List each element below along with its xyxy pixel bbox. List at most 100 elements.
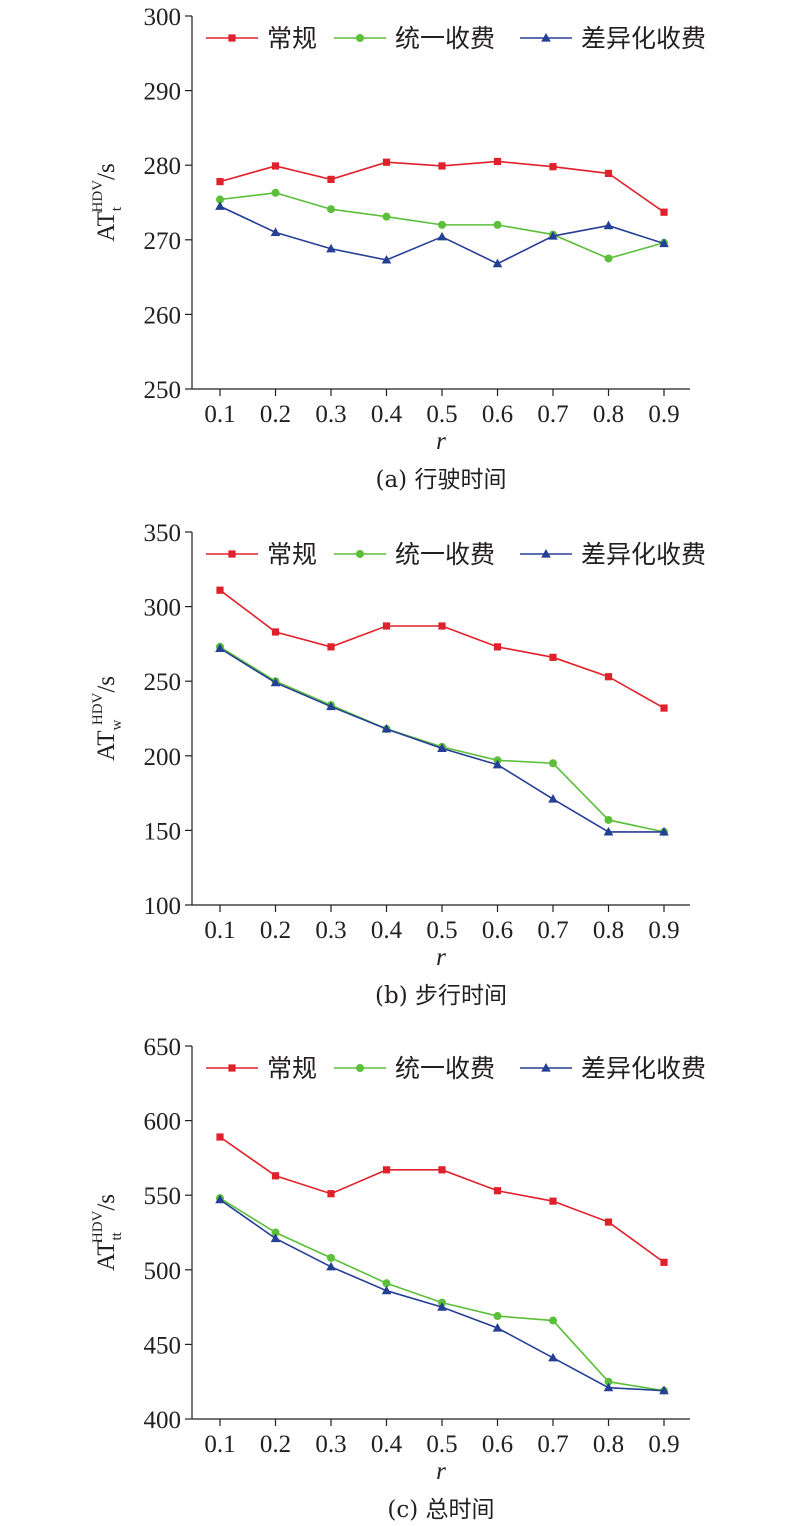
data-point	[382, 1166, 391, 1174]
data-point	[660, 208, 668, 216]
data-point	[493, 157, 502, 166]
y-axis-label-sup: HDV	[90, 180, 106, 213]
y-tick-label: 500	[144, 1258, 182, 1285]
y-tick-label: 300	[144, 595, 182, 622]
data-point	[660, 1258, 668, 1266]
data-point	[381, 1285, 392, 1295]
legend-label: 常规	[267, 540, 317, 569]
y-tick-label: 400	[144, 1407, 182, 1434]
y-tick-label: 300	[144, 4, 182, 31]
legend-item-2: 统一收费	[334, 24, 495, 53]
x-tick-label: 0.8	[593, 917, 624, 944]
data-point	[437, 1302, 447, 1311]
series-2	[216, 1194, 668, 1395]
y-tick-label: 450	[144, 1332, 182, 1359]
series-3	[215, 1194, 669, 1395]
y-axis-label-sup: HDV	[90, 692, 106, 725]
y-tick-label: 650	[144, 1034, 182, 1061]
x-tick-label: 0.1	[204, 917, 235, 944]
x-tick-label: 0.3	[315, 917, 346, 944]
x-tick-label: 0.2	[260, 401, 291, 428]
series-1	[216, 157, 668, 216]
x-tick-label: 0.8	[593, 401, 624, 428]
legend-marker	[356, 34, 364, 42]
data-point	[381, 254, 392, 264]
data-point	[493, 1312, 502, 1321]
data-point	[549, 759, 557, 768]
y-tick-label: 250	[144, 377, 182, 404]
legend-marker	[541, 33, 551, 42]
x-axis-label: r	[436, 944, 446, 971]
legend-item-1: 常规	[206, 24, 317, 53]
series-line	[219, 589, 665, 709]
series-3	[215, 201, 669, 268]
caption: (c) 总时间	[387, 1497, 494, 1523]
y-axis-label: ATttHDV/s	[90, 1194, 125, 1271]
series-1	[216, 586, 668, 712]
y-axis-label-unit: /s	[93, 163, 120, 180]
series-2	[216, 642, 668, 836]
data-point	[659, 826, 669, 836]
y-axis-label-sub: w	[109, 719, 125, 730]
data-point	[548, 231, 558, 240]
y-tick-label: 150	[144, 818, 182, 845]
data-point	[438, 1166, 446, 1174]
x-tick-label: 0.8	[593, 1431, 624, 1458]
data-point	[549, 1197, 557, 1205]
data-point	[271, 1228, 280, 1237]
x-tick-label: 0.7	[537, 1431, 568, 1458]
x-tick-label: 0.6	[482, 1431, 513, 1458]
y-axis-label-unit: /s	[93, 676, 120, 693]
legend-label: 统一收费	[395, 24, 495, 53]
series-3	[215, 643, 669, 836]
x-tick-label: 0.4	[371, 917, 403, 944]
y-tick-label: 270	[144, 228, 182, 255]
y-tick-label: 290	[144, 79, 182, 106]
data-point	[493, 643, 502, 651]
y-axis-label: ATwHDV/s	[90, 676, 125, 761]
legend-label: 统一收费	[395, 1054, 495, 1083]
data-point	[271, 1172, 280, 1180]
data-point	[326, 701, 336, 711]
x-tick-label: 0.2	[260, 1431, 291, 1458]
x-tick-label: 0.3	[315, 1431, 346, 1458]
series-line	[219, 647, 664, 833]
legend-marker	[356, 1064, 364, 1072]
chart-3: 400 450 500 550 600 650 0.1 0.2 0.3 0.4 0.5 0.6 0.7 0…	[90, 1034, 706, 1523]
x-tick-label: 0.2	[260, 917, 291, 944]
data-point	[327, 175, 335, 183]
data-point	[660, 704, 668, 712]
x-tick-label: 0.9	[648, 401, 679, 428]
data-point	[382, 158, 391, 166]
y-tick-label: 550	[144, 1183, 182, 1210]
data-point	[216, 178, 224, 186]
legend-label: 差异化收费	[581, 1054, 706, 1083]
x-tick-label: 0.4	[371, 1431, 403, 1458]
data-point	[327, 205, 335, 214]
caption: (b) 步行时间	[375, 983, 507, 1009]
legend-label: 差异化收费	[581, 24, 706, 53]
data-point	[438, 220, 446, 229]
data-point	[493, 1187, 502, 1195]
data-point	[492, 258, 503, 268]
data-point	[659, 238, 669, 248]
legend-marker	[356, 550, 364, 558]
x-axis-label: r	[436, 1458, 446, 1485]
data-point	[382, 1279, 391, 1288]
data-point	[215, 643, 225, 652]
y-tick-label: 260	[144, 302, 182, 329]
y-axis-label-sub: t	[109, 206, 125, 211]
x-tick-label: 0.7	[537, 917, 568, 944]
x-tick-label: 0.6	[482, 917, 513, 944]
series-2	[216, 188, 668, 263]
y-axis-label-sup: HDV	[90, 1210, 106, 1243]
x-tick-label: 0.9	[648, 1431, 679, 1458]
data-point	[437, 231, 447, 241]
caption: (a) 行驶时间	[376, 467, 507, 493]
y-tick-label: 200	[144, 744, 182, 771]
y-tick-label: 100	[144, 893, 182, 920]
data-point	[382, 622, 391, 630]
legend-label: 常规	[267, 1054, 317, 1083]
y-tick-label: 250	[144, 669, 182, 696]
series-line	[219, 1197, 665, 1392]
